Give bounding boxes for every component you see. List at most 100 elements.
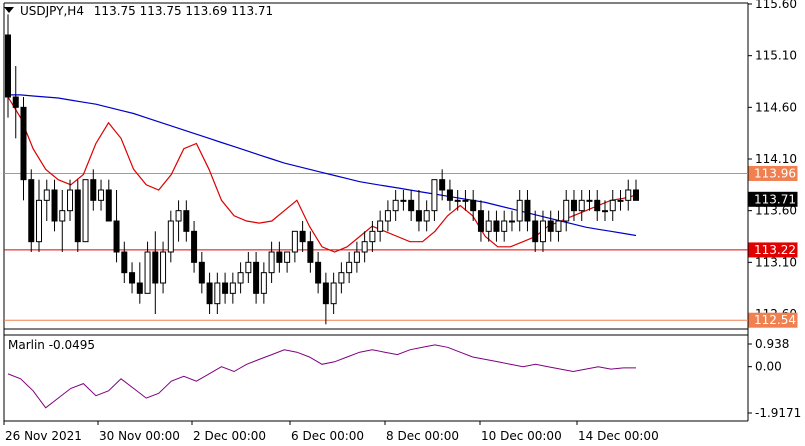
y-tick-label: 114.60 [755, 100, 797, 114]
candle-bull [237, 272, 244, 284]
indicator-tick-label: -1.9171 [755, 406, 801, 420]
candle-bull [508, 220, 515, 223]
price-label-box [748, 165, 798, 181]
indicator-tick-label: 0.938 [755, 337, 789, 351]
candle-bull [284, 251, 291, 263]
x-tick-label: 30 Nov 00:00 [99, 429, 180, 443]
x-tick-label: 2 Dec 00:00 [193, 429, 266, 443]
candle-bull [625, 189, 632, 201]
y-tick-label: 115.10 [755, 49, 797, 63]
candle-bull [609, 199, 616, 212]
x-tick-label: 26 Nov 2021 [5, 429, 82, 443]
candle-bull [346, 261, 353, 274]
candle-bear [206, 282, 213, 305]
price-label-orange: 112.54 [754, 313, 796, 327]
candle-bear [20, 106, 27, 181]
candle-bull [82, 179, 89, 243]
y-tick-label: 114.10 [755, 152, 797, 166]
price-label-orange: 113.96 [754, 166, 796, 180]
candle-bear [532, 220, 539, 243]
candle-bull [617, 199, 624, 202]
price-label-box [748, 312, 798, 328]
candle-bull [392, 199, 399, 212]
candle-bear [493, 220, 500, 232]
candle-bear [90, 179, 97, 201]
x-tick-label: 10 Dec 00:00 [481, 429, 562, 443]
candle-bear [547, 220, 554, 232]
x-tick-label: 8 Dec 00:00 [386, 429, 459, 443]
x-tick-label: 6 Dec 00:00 [291, 429, 364, 443]
candle-bull [229, 282, 236, 294]
candle-bear [136, 282, 143, 294]
candle-bear [113, 220, 120, 253]
candle-bear [222, 282, 229, 294]
candle-bull [167, 220, 174, 253]
price-label-current: 113.71 [754, 192, 796, 206]
candle-bull [291, 230, 298, 253]
candle-bull [601, 210, 608, 213]
candle-bear [5, 34, 11, 98]
candle-bull [423, 210, 430, 222]
candle-bear [183, 210, 190, 232]
candle-bear [408, 199, 415, 212]
candle-bear [28, 179, 35, 243]
candle-bear [12, 96, 19, 108]
candle-bear [570, 199, 577, 212]
candle-bull [539, 220, 546, 243]
marlin-line [7, 344, 636, 409]
candle-bear [74, 189, 81, 243]
candle-bull [260, 272, 267, 294]
candle-bear [524, 199, 531, 222]
candle-bear [129, 272, 136, 284]
candle-bull [454, 199, 461, 202]
candle-bear [322, 282, 329, 305]
candle-bull [501, 220, 508, 232]
candle-bear [198, 261, 205, 284]
candle-bear [152, 251, 159, 284]
candle-bull [353, 251, 360, 263]
candle-bear [315, 261, 322, 284]
candle-bull [144, 251, 151, 294]
candle-bear [307, 241, 314, 263]
candle-bull [36, 199, 43, 243]
candle-bull [67, 189, 74, 212]
candle-bear [594, 199, 601, 212]
candle-bull [214, 282, 221, 305]
candle-bear [276, 251, 283, 263]
candle-bull [43, 189, 50, 201]
candle-bull [338, 272, 345, 284]
candle-bull [377, 220, 384, 232]
candle-bear [415, 210, 422, 222]
candle-bull [516, 199, 523, 222]
moving-average-red [7, 96, 637, 253]
candle-bull [369, 230, 376, 243]
candle-bull [563, 199, 570, 222]
candle-bull [98, 189, 105, 201]
candle-bear [253, 261, 260, 294]
chart-menu-icon[interactable] [4, 7, 14, 13]
candle-bull [384, 210, 391, 222]
candle-bear [470, 199, 477, 212]
candle-bull [175, 210, 182, 222]
chart-header: USDJPY,H4 113.75 113.75 113.69 113.71 [20, 4, 273, 18]
candle-bull [160, 251, 167, 284]
moving-average-blue [8, 94, 637, 237]
candle-bull [361, 241, 368, 253]
candle-bull [578, 199, 585, 212]
candle-bear [105, 189, 112, 222]
candle-bull [268, 251, 275, 274]
candle-bear [51, 189, 58, 222]
y-tick-label: 113.10 [755, 255, 797, 269]
candle-bear [633, 189, 639, 201]
candle-bull [245, 261, 252, 274]
candle-bull [431, 179, 438, 212]
candle-bull [485, 220, 492, 232]
indicator-tick-label: 0.00 [755, 360, 782, 374]
price-label-box [748, 242, 798, 258]
candle-bull [586, 199, 593, 202]
candle-bear [446, 189, 453, 201]
candle-bull [555, 220, 562, 232]
symbol-label: USDJPY,H4 [20, 4, 84, 18]
y-tick-label: 113.60 [755, 204, 797, 218]
